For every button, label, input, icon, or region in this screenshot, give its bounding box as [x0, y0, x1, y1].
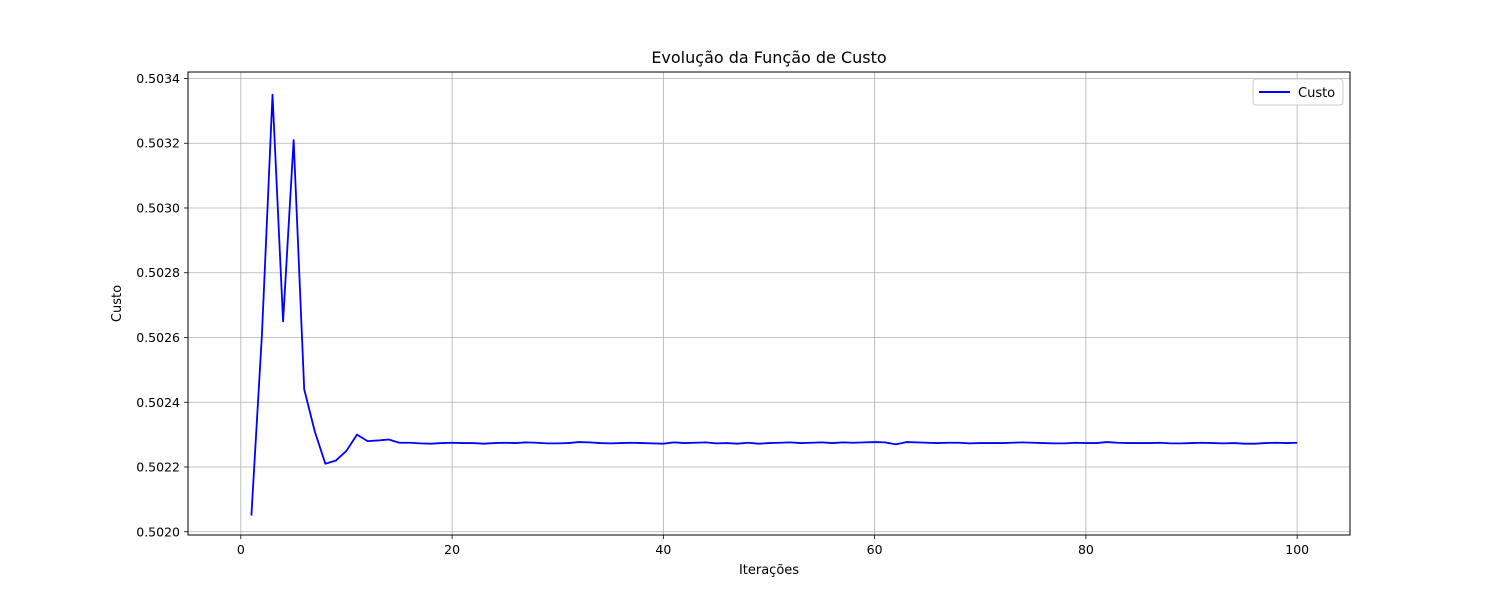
y-tick-label: 0.5034	[136, 71, 180, 86]
chart-title: Evolução da Função de Custo	[651, 48, 886, 67]
y-tick-label: 0.5020	[136, 524, 180, 539]
legend: Custo	[1252, 78, 1344, 106]
plot-area	[250, 93, 1298, 516]
y-tick-label: 0.5026	[136, 330, 180, 345]
x-tick-label: 40	[655, 542, 671, 557]
x-tick-label: 60	[867, 542, 883, 557]
y-tick-label: 0.5032	[136, 136, 180, 151]
x-tick-label: 80	[1078, 542, 1094, 557]
legend-label-custo: Custo	[1298, 86, 1335, 101]
x-tick-label: 100	[1285, 542, 1309, 557]
y-tick-label: 0.5024	[136, 395, 180, 410]
x-tick-label: 0	[237, 542, 245, 557]
y-axis-ticks: 0.5020 0.5022 0.5024 0.5026 0.5028 0.5030 0.50…	[136, 71, 188, 539]
axes-frame	[187, 71, 1351, 536]
y-axis-label: Custo	[110, 285, 125, 322]
series-line-custo	[250, 93, 1298, 516]
grid-lines	[188, 72, 1350, 535]
x-axis-ticks: 0 20 40 60 80 100	[237, 535, 1309, 557]
y-tick-label: 0.5022	[136, 460, 180, 475]
x-axis-label: Iterações	[739, 563, 799, 578]
legend-box	[1252, 78, 1344, 106]
y-tick-label: 0.5028	[136, 265, 180, 280]
y-tick-label: 0.5030	[136, 200, 180, 215]
x-tick-label: 20	[444, 542, 460, 557]
